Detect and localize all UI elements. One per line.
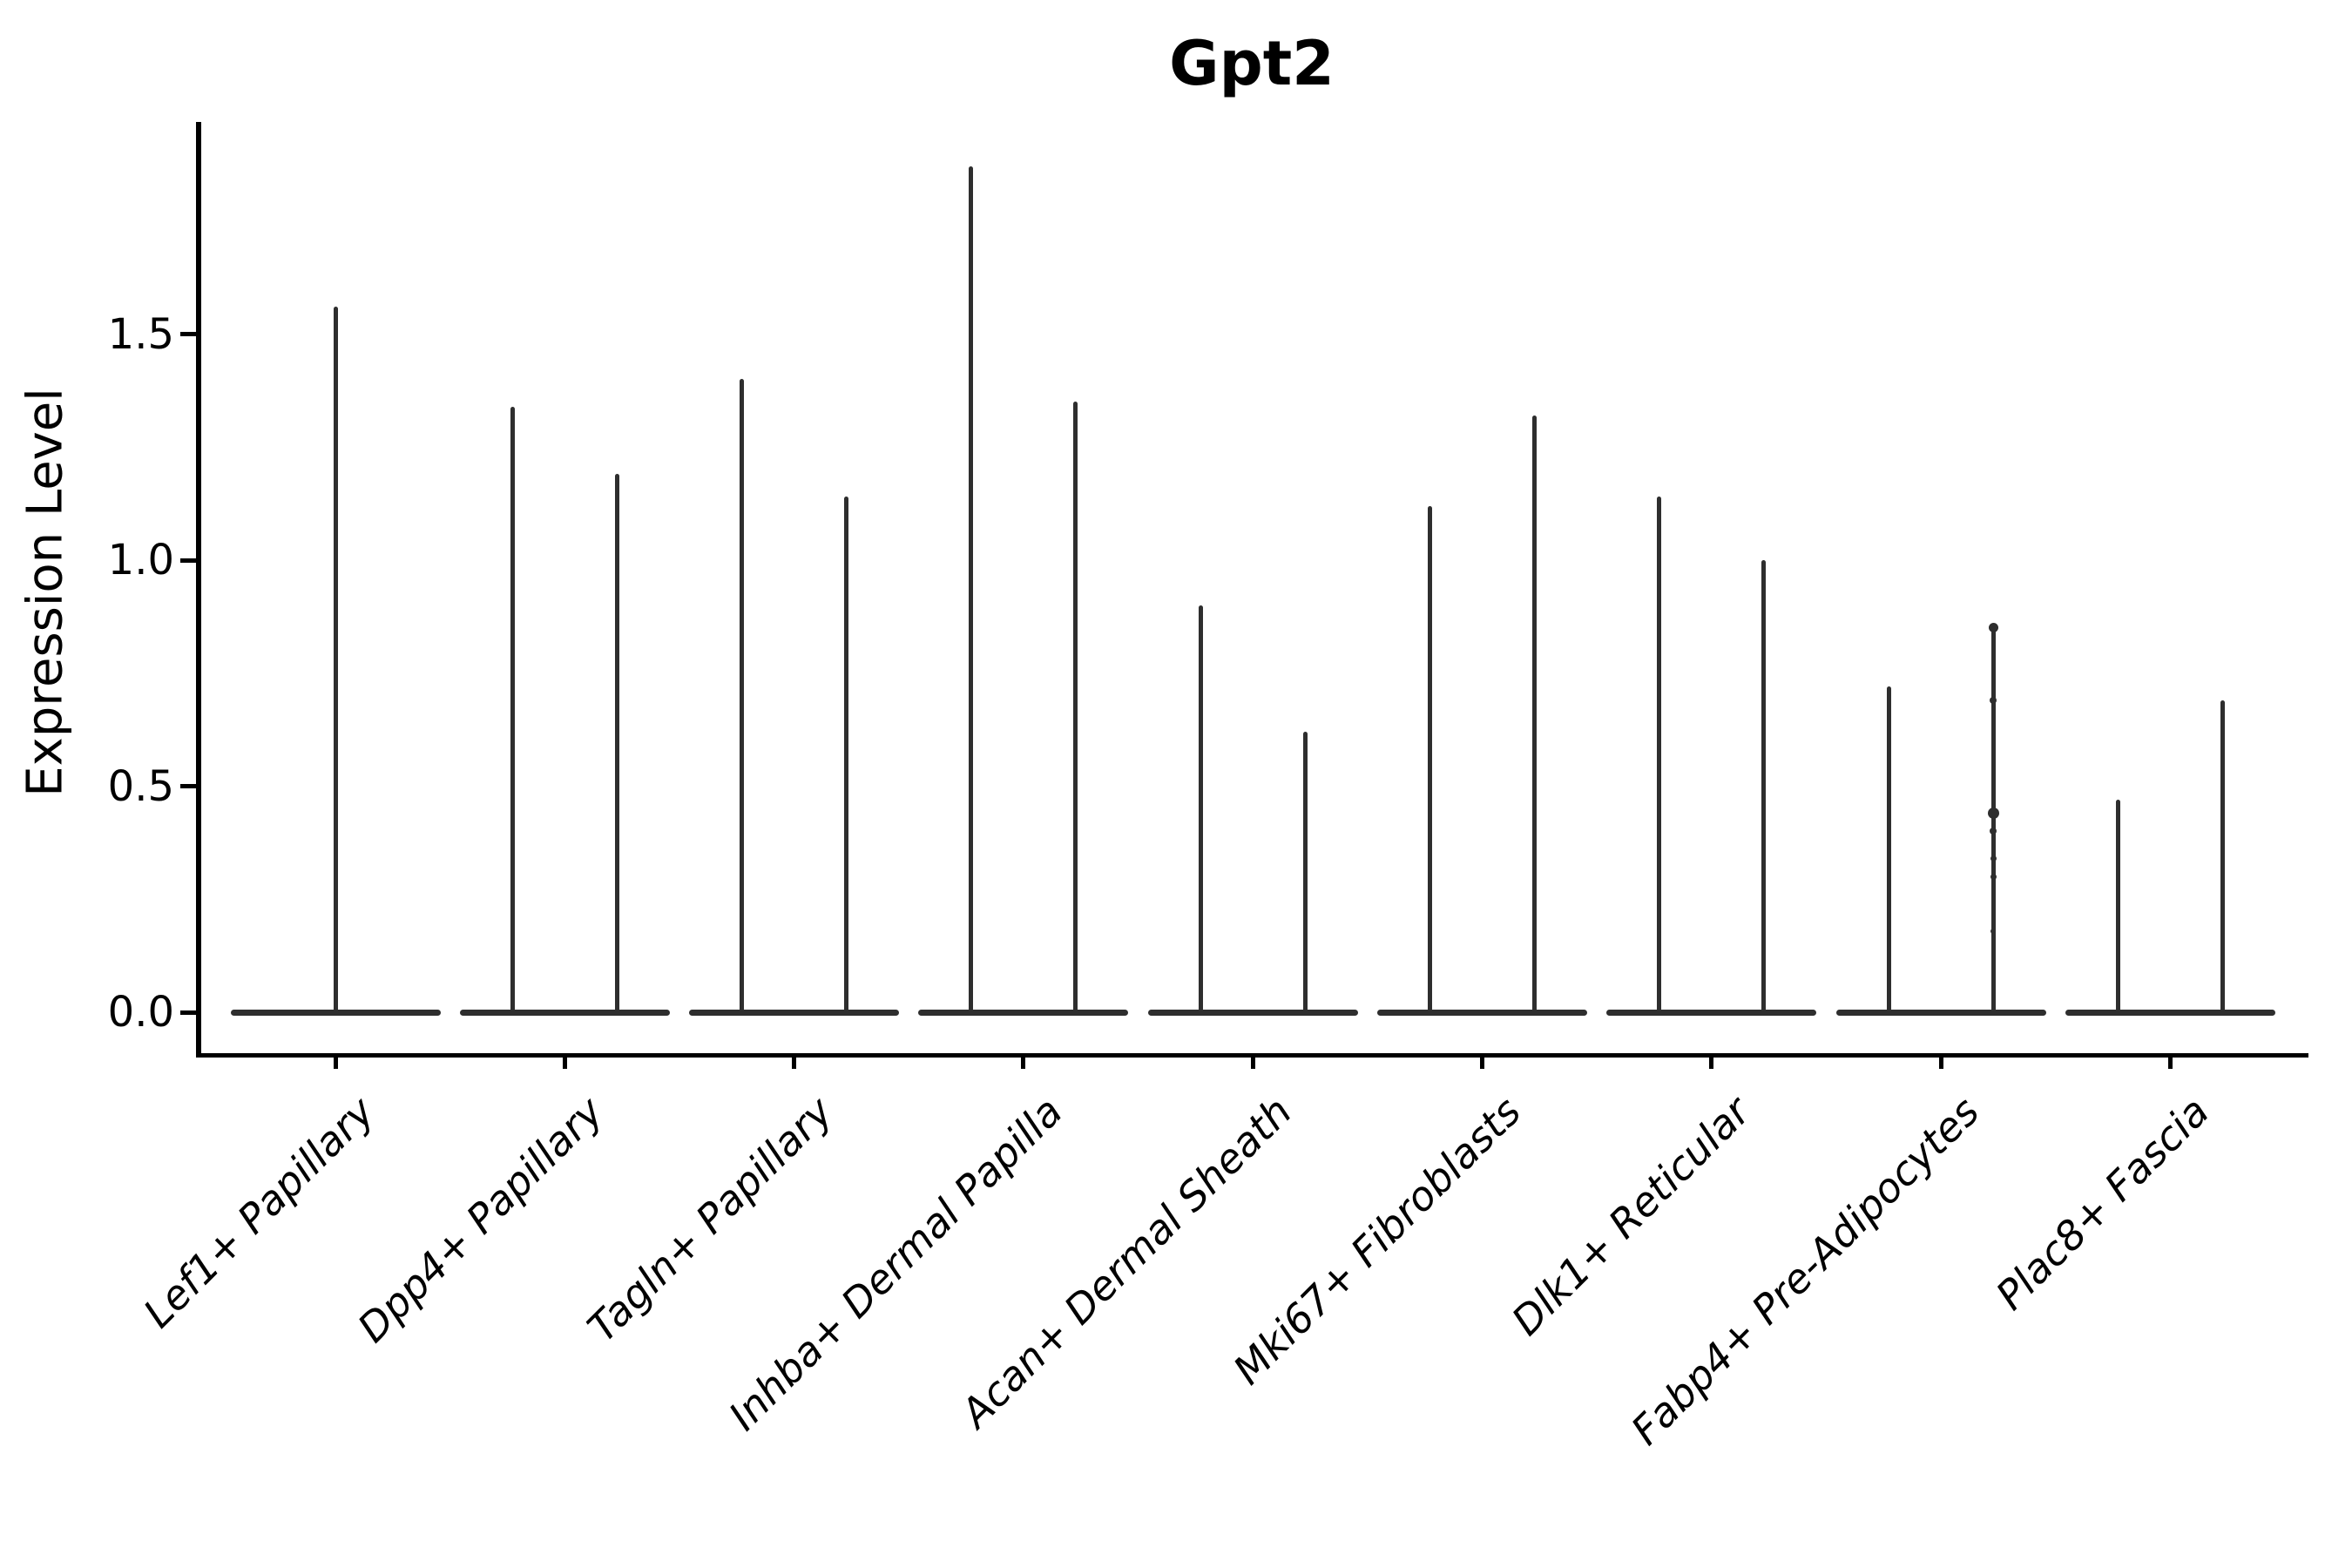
violin-base [2065,1009,2275,1016]
x-tick-label: Plac8+ Fascia [1986,1087,2219,1319]
violin-spike [740,379,745,1012]
y-tick [180,784,196,788]
x-tick-label: Dpp4+ Papillary [348,1087,613,1352]
expression-dot [1990,828,1997,835]
violin-base [1835,1009,2046,1016]
y-tick [180,558,196,563]
chart-title: Gpt2 [1169,28,1335,99]
violin-spike [1657,497,1662,1012]
y-tick-label: 0.0 [107,988,174,1037]
violin-spike [2220,700,2225,1012]
expression-dot [1987,808,1999,820]
violin-base [230,1009,441,1016]
x-axis-spine [196,1053,2308,1058]
violin-spike [510,406,515,1012]
violin-spike [1532,415,1537,1012]
x-tick [1709,1058,1714,1069]
violin-spike [2115,800,2120,1012]
violin-base [1606,1009,1817,1016]
violin-spike [844,497,849,1012]
x-tick [1021,1058,1026,1069]
violin-spike [1198,605,1203,1012]
y-axis-spine [196,122,201,1058]
violin-spike [1886,686,1891,1012]
violin-spike [614,474,619,1012]
violin-base [689,1009,900,1016]
expression-dot [1990,873,1997,880]
y-tick-label: 1.0 [107,536,174,585]
expression-dot [1990,855,1997,862]
violin-base [1147,1009,1358,1016]
x-tick-label: Dlk1+ Reticular [1502,1087,1760,1345]
violin-spike [1761,560,1767,1012]
x-tick [1250,1058,1255,1069]
violin-base [459,1009,670,1016]
y-tick-label: 0.5 [107,761,174,811]
violin-spike [333,307,338,1012]
x-tick [562,1058,567,1069]
x-tick [1938,1058,1943,1069]
expression-dot [1988,623,1998,633]
y-tick [180,1010,196,1015]
expression-dot [1990,696,1997,704]
expression-dot [1990,928,1997,934]
violin-spike [1302,732,1308,1012]
violin-spike [1428,505,1432,1012]
violin-spike [1990,627,1996,1012]
x-tick [792,1058,797,1069]
x-tick-label: Tagln+ Papillary [578,1087,842,1351]
x-tick [2167,1058,2173,1069]
x-tick-label: Lef1+ Papillary [133,1087,383,1337]
y-tick [180,332,196,336]
violin-base [1377,1009,1587,1016]
violin-spike [969,166,974,1012]
y-axis-label: Expression Level [17,388,74,797]
y-tick-label: 1.5 [107,309,174,359]
violin-base [918,1009,1129,1016]
x-tick [1480,1058,1484,1069]
x-tick [333,1058,338,1069]
violin-spike [1073,402,1078,1012]
